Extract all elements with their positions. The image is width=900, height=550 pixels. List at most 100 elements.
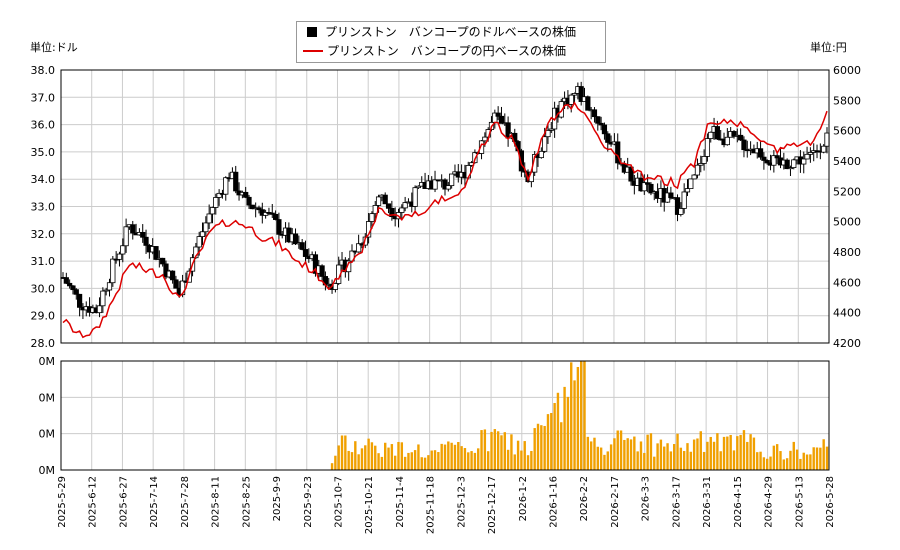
volume-bar xyxy=(384,442,387,470)
volume-bar xyxy=(337,445,340,470)
right-tick-label: 4400 xyxy=(833,307,861,320)
volume-bar xyxy=(563,386,566,470)
volume-bar xyxy=(586,436,590,470)
right-tick-label: 5400 xyxy=(833,155,861,168)
volume-bar xyxy=(742,430,746,470)
candle-body xyxy=(143,236,149,246)
volume-bar xyxy=(437,452,440,470)
volume-bar xyxy=(374,445,377,470)
candle-body xyxy=(382,194,388,205)
volume-bar xyxy=(486,451,490,470)
candle-body xyxy=(578,86,584,102)
legend-box-icon xyxy=(307,27,317,37)
volume-bar xyxy=(809,454,812,470)
volume-axis-labels: 0M 0M 0M 0M xyxy=(39,355,56,477)
right-tick-label: 5000 xyxy=(833,216,861,229)
candle-body xyxy=(761,156,767,161)
candle-body xyxy=(741,139,747,151)
candle-body xyxy=(678,208,684,215)
volume-bar xyxy=(613,438,616,470)
volume-bar xyxy=(719,451,722,470)
volume-bar xyxy=(746,441,749,470)
volume-bar xyxy=(726,436,729,470)
candle-body xyxy=(615,141,621,164)
volume-bar xyxy=(669,451,673,470)
date-tick-label: 2025-7-14 xyxy=(149,476,160,528)
volume-bar xyxy=(530,450,533,470)
volume-bar xyxy=(543,425,546,470)
candle-body xyxy=(209,207,216,215)
date-tick-label: 2025-10-7 xyxy=(333,476,344,528)
candle-body xyxy=(312,254,319,274)
left-tick-label: 33.0 xyxy=(31,201,56,214)
volume-bar xyxy=(490,431,493,470)
volume-bar xyxy=(330,463,334,470)
candle-body xyxy=(385,203,392,209)
volume-bar xyxy=(696,438,699,470)
candle-body xyxy=(170,270,176,281)
candle-body xyxy=(701,156,707,164)
date-tick-label: 2025-12-3 xyxy=(456,476,467,528)
volume-bar xyxy=(393,455,397,470)
candle-body xyxy=(791,159,797,168)
left-tick-label: 34.0 xyxy=(31,173,56,186)
volume-bar xyxy=(636,451,639,470)
volume-bar xyxy=(344,435,347,470)
volume-bar xyxy=(709,436,712,470)
volume-bar xyxy=(500,435,503,470)
volume-bar xyxy=(453,444,457,470)
left-tick-label: 38.0 xyxy=(31,64,56,77)
candle-body xyxy=(256,207,262,211)
date-tick-label: 2026-1-16 xyxy=(549,476,560,528)
volume-bar xyxy=(656,443,659,470)
candle-body xyxy=(216,192,222,198)
legend-label-usd: プリンストン バンコープのドルベースの株価 xyxy=(325,25,577,39)
candle-body xyxy=(120,245,126,255)
candle-body xyxy=(688,178,694,190)
candle-body xyxy=(412,187,418,207)
volume-bar xyxy=(752,437,756,470)
volume-bar xyxy=(360,448,364,470)
volume-bar xyxy=(397,441,400,470)
volume-bar xyxy=(573,380,576,470)
volume-bar xyxy=(354,441,357,470)
volume-bar xyxy=(629,439,633,470)
candle-body xyxy=(738,134,744,141)
volume-bars xyxy=(330,361,829,470)
legend-label-jpy: プリンストン バンコープの円ベースの株価 xyxy=(327,44,567,58)
volume-bar xyxy=(659,439,663,470)
usd-candles xyxy=(60,81,830,320)
candle-body xyxy=(269,212,275,215)
candle-body xyxy=(63,277,69,284)
candle-body xyxy=(591,109,598,118)
volume-bar xyxy=(795,449,799,470)
volume-bar xyxy=(357,454,360,470)
left-axis-labels: 38.0 37.0 36.0 35.0 34.0 33.0 32.0 31.0 30.0 29.0… xyxy=(31,64,56,350)
candle-body xyxy=(449,173,455,187)
volume-bar xyxy=(822,439,825,470)
volume-bar xyxy=(570,362,573,470)
volume-bar xyxy=(686,443,689,470)
right-tick-label: 4600 xyxy=(833,276,861,289)
volume-bar xyxy=(477,448,480,470)
candle-body xyxy=(548,128,554,131)
volume-bar xyxy=(387,447,390,470)
volume-bar xyxy=(819,447,822,470)
candle-body xyxy=(598,122,604,126)
date-tick-label: 2026-3-31 xyxy=(702,476,713,528)
candle-body xyxy=(804,153,810,160)
volume-bar xyxy=(350,452,354,470)
volume-bar xyxy=(450,442,453,470)
volume-bar xyxy=(799,458,802,470)
volume-bar xyxy=(550,412,553,470)
volume-bar xyxy=(347,450,350,470)
volume-bar xyxy=(540,425,543,470)
candle-body xyxy=(100,290,106,307)
volume-bar xyxy=(729,434,732,470)
volume-bar xyxy=(403,456,407,470)
volume-bar xyxy=(812,447,815,470)
volume-bar xyxy=(666,443,669,470)
candle-body xyxy=(714,126,720,140)
volume-bar xyxy=(480,430,483,470)
volume-bar xyxy=(756,452,759,470)
